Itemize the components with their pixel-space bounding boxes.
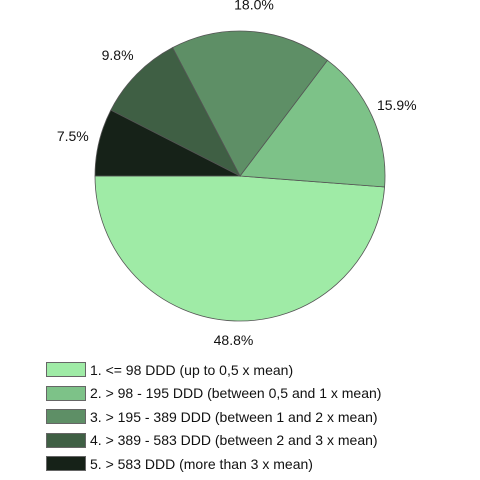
legend-label: 4. > 389 - 583 DDD (between 2 and 3 x me… bbox=[90, 432, 378, 449]
legend-label: 1. <= 98 DDD (up to 0,5 x mean) bbox=[90, 361, 294, 378]
slice-percent-label: 7.5% bbox=[57, 128, 89, 144]
slice-percent-label: 15.9% bbox=[377, 97, 417, 113]
legend-swatch bbox=[46, 362, 86, 378]
legend-swatch bbox=[46, 456, 86, 472]
pie-slice bbox=[239, 59, 386, 188]
legend-item: 1. <= 98 DDD (up to 0,5 x mean) bbox=[46, 358, 476, 382]
pie-slice bbox=[94, 109, 241, 177]
slice-percent-label: 18.0% bbox=[234, 0, 274, 13]
legend-item: 4. > 389 - 583 DDD (between 2 and 3 x me… bbox=[46, 429, 476, 453]
legend-item: 5. > 583 DDD (more than 3 x mean) bbox=[46, 452, 476, 476]
pie-slices bbox=[94, 30, 386, 322]
pie-slice bbox=[172, 30, 328, 177]
legend-item: 2. > 98 - 195 DDD (between 0,5 and 1 x m… bbox=[46, 382, 476, 406]
chart-legend: 1. <= 98 DDD (up to 0,5 x mean) 2. > 98 … bbox=[46, 358, 476, 476]
legend-swatch bbox=[46, 432, 86, 448]
legend-label: 5. > 583 DDD (more than 3 x mean) bbox=[90, 455, 313, 472]
legend-label: 2. > 98 - 195 DDD (between 0,5 and 1 x m… bbox=[90, 385, 382, 402]
pie-slice bbox=[110, 47, 241, 177]
slice-percent-label: 48.8% bbox=[214, 332, 254, 348]
slice-percent-label: 9.8% bbox=[102, 47, 134, 63]
legend-label: 3. > 195 - 389 DDD (between 1 and 2 x me… bbox=[90, 408, 378, 425]
legend-item: 3. > 195 - 389 DDD (between 1 and 2 x me… bbox=[46, 405, 476, 429]
legend-swatch bbox=[46, 385, 86, 401]
pie-labels: 48.8% 15.9% 18.0% 9.8% 7.5% bbox=[57, 0, 417, 348]
legend-swatch bbox=[46, 409, 86, 425]
pie-slice bbox=[94, 175, 386, 322]
